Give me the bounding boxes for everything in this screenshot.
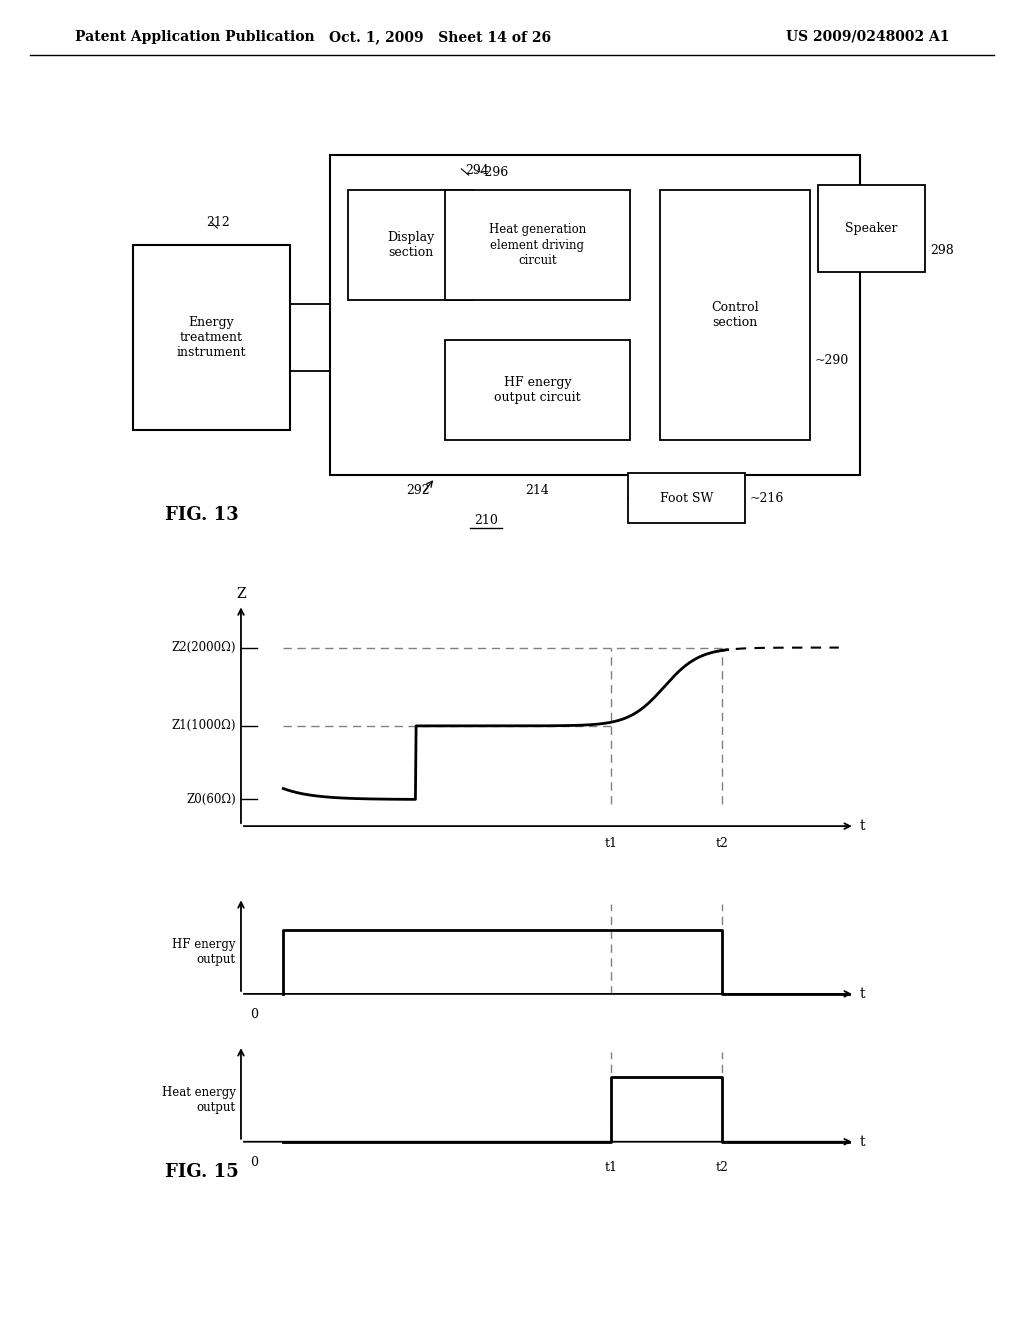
Text: t: t xyxy=(860,987,865,1001)
Text: 0: 0 xyxy=(250,1156,258,1170)
Text: HF energy
output circuit: HF energy output circuit xyxy=(495,376,581,404)
Bar xyxy=(133,246,290,430)
Text: Energy
treatment
instrument: Energy treatment instrument xyxy=(177,315,246,359)
Text: ~216: ~216 xyxy=(750,491,784,504)
Text: 298: 298 xyxy=(930,244,953,257)
Bar xyxy=(445,341,630,440)
Text: 294: 294 xyxy=(465,164,488,177)
Text: 0: 0 xyxy=(250,1008,258,1022)
Bar xyxy=(330,154,860,475)
Text: FIG. 15: FIG. 15 xyxy=(165,1163,239,1181)
Text: t: t xyxy=(860,820,865,833)
Text: 292: 292 xyxy=(407,483,430,496)
Bar xyxy=(445,190,630,300)
Text: US 2009/0248002 A1: US 2009/0248002 A1 xyxy=(786,30,950,44)
Text: Control
section: Control section xyxy=(712,301,759,329)
Text: 210: 210 xyxy=(474,513,498,527)
Bar xyxy=(628,473,745,523)
Text: Patent Application Publication: Patent Application Publication xyxy=(75,30,314,44)
Text: Oct. 1, 2009   Sheet 14 of 26: Oct. 1, 2009 Sheet 14 of 26 xyxy=(329,30,551,44)
Text: t1: t1 xyxy=(605,1162,617,1173)
Text: ~296: ~296 xyxy=(475,165,509,178)
Bar xyxy=(348,190,473,300)
Text: t2: t2 xyxy=(716,1162,729,1173)
Text: ~290: ~290 xyxy=(815,354,849,367)
Text: Z0(60Ω): Z0(60Ω) xyxy=(186,793,236,807)
Text: t1: t1 xyxy=(605,837,617,850)
Bar xyxy=(818,185,925,272)
Text: t2: t2 xyxy=(716,837,729,850)
Bar xyxy=(660,190,810,440)
Text: HF energy
output: HF energy output xyxy=(172,939,236,966)
Text: 214: 214 xyxy=(525,483,549,496)
Text: Heat generation
element driving
circuit: Heat generation element driving circuit xyxy=(488,223,586,267)
Text: Foot SW: Foot SW xyxy=(659,491,713,504)
Text: Z: Z xyxy=(237,586,246,601)
Text: 212: 212 xyxy=(207,216,230,230)
Text: Z2(2000Ω): Z2(2000Ω) xyxy=(171,642,236,655)
Text: FIG. 13: FIG. 13 xyxy=(165,506,239,524)
Text: t: t xyxy=(860,1135,865,1148)
Text: Heat energy
output: Heat energy output xyxy=(162,1086,236,1114)
Text: Speaker: Speaker xyxy=(845,222,898,235)
Text: Display
section: Display section xyxy=(387,231,434,259)
Text: Z1(1000Ω): Z1(1000Ω) xyxy=(171,719,236,733)
